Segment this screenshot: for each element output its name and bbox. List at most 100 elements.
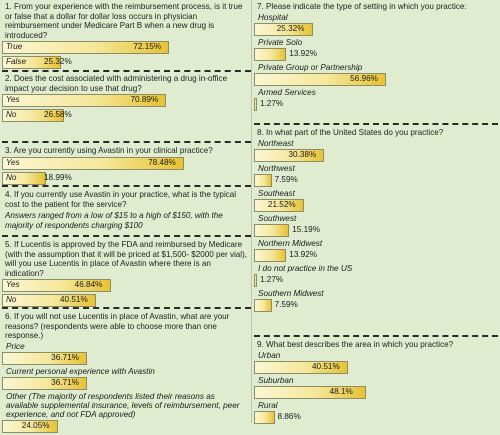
bar bbox=[254, 148, 325, 162]
data-label: 72.15% bbox=[133, 42, 162, 52]
bar-label: Northern Midwest bbox=[258, 238, 323, 248]
bar-row: 21.52% bbox=[254, 198, 498, 213]
bar bbox=[254, 410, 275, 424]
question-text: 9. What best describes the area in which… bbox=[257, 340, 454, 349]
data-label: 7.59% bbox=[274, 299, 298, 309]
bar bbox=[254, 47, 287, 61]
bar-label: Southern Midwest bbox=[258, 288, 324, 298]
bar-row: 36.71% bbox=[2, 351, 251, 366]
data-label: 40.51% bbox=[311, 361, 340, 371]
data-label: 40.51% bbox=[59, 295, 88, 305]
bar-row: 13.92% bbox=[254, 47, 498, 62]
bar-row: Yes 78.48% bbox=[2, 156, 251, 171]
data-label: 30.38% bbox=[288, 149, 317, 159]
bar-label: No bbox=[6, 295, 17, 305]
question-text: 5. If Lucentis is approved by the FDA an… bbox=[5, 240, 248, 278]
bar-label: True bbox=[6, 42, 23, 52]
bar-label: Suburban bbox=[258, 375, 294, 385]
question-text: 8. In what part of the United States do … bbox=[257, 128, 444, 137]
bar-label: I do not practice in the US bbox=[258, 263, 353, 273]
data-label: 15.19% bbox=[292, 224, 321, 234]
bar bbox=[2, 294, 96, 308]
bar-label: No bbox=[6, 110, 17, 120]
data-label: 25.32% bbox=[44, 57, 72, 67]
data-label: 24.05% bbox=[21, 420, 50, 430]
question-separator bbox=[2, 185, 251, 187]
question-text: 7. Please indicate the type of setting i… bbox=[257, 2, 467, 11]
bar bbox=[254, 298, 272, 312]
bar bbox=[2, 279, 111, 293]
bar-label: Price bbox=[6, 341, 25, 351]
question-block: 2. Does the cost associated with adminis… bbox=[2, 74, 251, 124]
bar-label: Northeast bbox=[258, 138, 294, 148]
bar bbox=[2, 56, 61, 70]
data-label: 46.84% bbox=[74, 280, 103, 290]
data-label: 78.48% bbox=[148, 157, 176, 167]
bar bbox=[2, 156, 185, 170]
bar-row: 1.27% bbox=[254, 97, 498, 112]
bar-row: 1.27% bbox=[254, 273, 498, 288]
bar-row: 24.05% bbox=[2, 419, 251, 434]
bar-label: Rural bbox=[258, 400, 278, 410]
bar-label: No bbox=[6, 172, 17, 182]
bar-row: No 26.58% bbox=[2, 109, 251, 123]
data-label: 21.52% bbox=[267, 199, 296, 209]
bar bbox=[254, 248, 287, 262]
bar-row: 7.59% bbox=[254, 298, 498, 313]
question-block: 7. Please indicate the type of setting i… bbox=[254, 2, 498, 113]
bar bbox=[254, 173, 272, 187]
bar bbox=[2, 376, 88, 390]
bar-label: Other (The majority of respondents liste… bbox=[6, 391, 240, 419]
bar-label: Hospital bbox=[258, 12, 288, 22]
column-divider bbox=[251, 0, 252, 423]
question-separator bbox=[254, 335, 498, 337]
bar bbox=[2, 94, 167, 108]
data-label: 1.27% bbox=[259, 274, 284, 284]
bar-label: Armed Services bbox=[258, 87, 316, 97]
bar-label: Yes bbox=[6, 157, 20, 167]
question-text: 2. Does the cost associated with adminis… bbox=[5, 74, 228, 93]
data-label: 25.32% bbox=[276, 23, 305, 33]
data-label: 48.1% bbox=[329, 386, 353, 396]
bar-label: Southeast bbox=[258, 188, 295, 198]
question-block: 1. From your experience with the reimbur… bbox=[2, 2, 251, 71]
bar bbox=[254, 273, 257, 287]
bar-row: 48.1% bbox=[254, 385, 498, 400]
bar-row: 13.92% bbox=[254, 248, 498, 263]
bar bbox=[254, 22, 313, 36]
question-block: 5. If Lucentis is approved by the FDA an… bbox=[2, 240, 251, 309]
bar bbox=[254, 360, 348, 374]
question-block: 4. If you currently use Avastin in your … bbox=[2, 190, 251, 230]
question-text: 3. Are you currently using Avastin in yo… bbox=[5, 146, 213, 155]
bar-label: Private Solo bbox=[258, 37, 303, 47]
bar bbox=[2, 351, 88, 365]
question-note: Answers ranged from a low of $15 to a hi… bbox=[5, 211, 223, 230]
question-separator bbox=[2, 141, 251, 143]
bar-row: 36.71% bbox=[2, 376, 251, 391]
bar bbox=[2, 171, 47, 185]
bar-label: Urban bbox=[258, 350, 281, 360]
bar bbox=[254, 72, 387, 86]
bar-row: 25.32% bbox=[254, 22, 498, 37]
data-label: 26.58% bbox=[44, 110, 72, 120]
bar-label: Private Group or Partnership bbox=[258, 62, 363, 72]
question-block: 6. If you will not use Lucentis in place… bbox=[2, 312, 251, 435]
data-label: 13.92% bbox=[289, 48, 318, 58]
bar-label: Yes bbox=[6, 280, 20, 290]
data-label: 56.96% bbox=[350, 73, 378, 83]
bar-row: 15.19% bbox=[254, 223, 498, 238]
bar-label: Current personal experience with Avastin bbox=[6, 366, 155, 376]
question-block: 9. What best describes the area in which… bbox=[254, 340, 498, 426]
bar bbox=[254, 385, 366, 399]
question-text: 4. If you currently use Avastin in your … bbox=[5, 190, 237, 209]
bar-row: Yes 70.89% bbox=[2, 94, 251, 108]
data-label: 8.86% bbox=[277, 411, 301, 421]
bar-row: True 72.15% bbox=[2, 41, 251, 55]
bar bbox=[2, 41, 170, 55]
bar-row: 30.38% bbox=[254, 148, 498, 163]
bar-label: Southwest bbox=[258, 213, 297, 223]
data-label: 18.99% bbox=[44, 172, 72, 182]
question-block: 3. Are you currently using Avastin in yo… bbox=[2, 146, 251, 187]
bar bbox=[254, 198, 304, 212]
bar-label: Yes bbox=[6, 95, 20, 105]
